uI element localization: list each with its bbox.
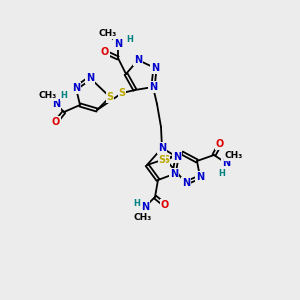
Text: H: H	[134, 199, 140, 208]
Text: N: N	[173, 152, 181, 162]
Text: N: N	[141, 202, 149, 212]
Text: N: N	[158, 143, 166, 153]
Text: N: N	[134, 55, 142, 65]
Text: S: S	[158, 155, 166, 165]
Text: CH₃: CH₃	[39, 92, 57, 100]
Text: O: O	[52, 117, 60, 127]
Text: N: N	[86, 73, 94, 83]
Text: N: N	[52, 99, 60, 109]
Text: N: N	[151, 63, 159, 73]
Text: S: S	[162, 155, 169, 165]
Text: O: O	[101, 47, 109, 57]
Text: N: N	[196, 172, 204, 182]
Text: N: N	[182, 178, 190, 188]
Text: N: N	[149, 82, 157, 92]
Text: H: H	[127, 34, 134, 43]
Text: H: H	[61, 92, 68, 100]
Text: CH₃: CH₃	[225, 152, 243, 160]
Text: S: S	[106, 92, 114, 102]
Text: O: O	[216, 139, 224, 149]
Text: O: O	[161, 200, 169, 210]
Text: N: N	[72, 83, 80, 93]
Text: S: S	[118, 88, 126, 98]
Text: CH₃: CH₃	[99, 29, 117, 38]
Text: CH₃: CH₃	[134, 214, 152, 223]
Text: N: N	[170, 169, 178, 179]
Text: N: N	[222, 158, 230, 168]
Text: N: N	[114, 39, 122, 49]
Text: H: H	[219, 169, 225, 178]
